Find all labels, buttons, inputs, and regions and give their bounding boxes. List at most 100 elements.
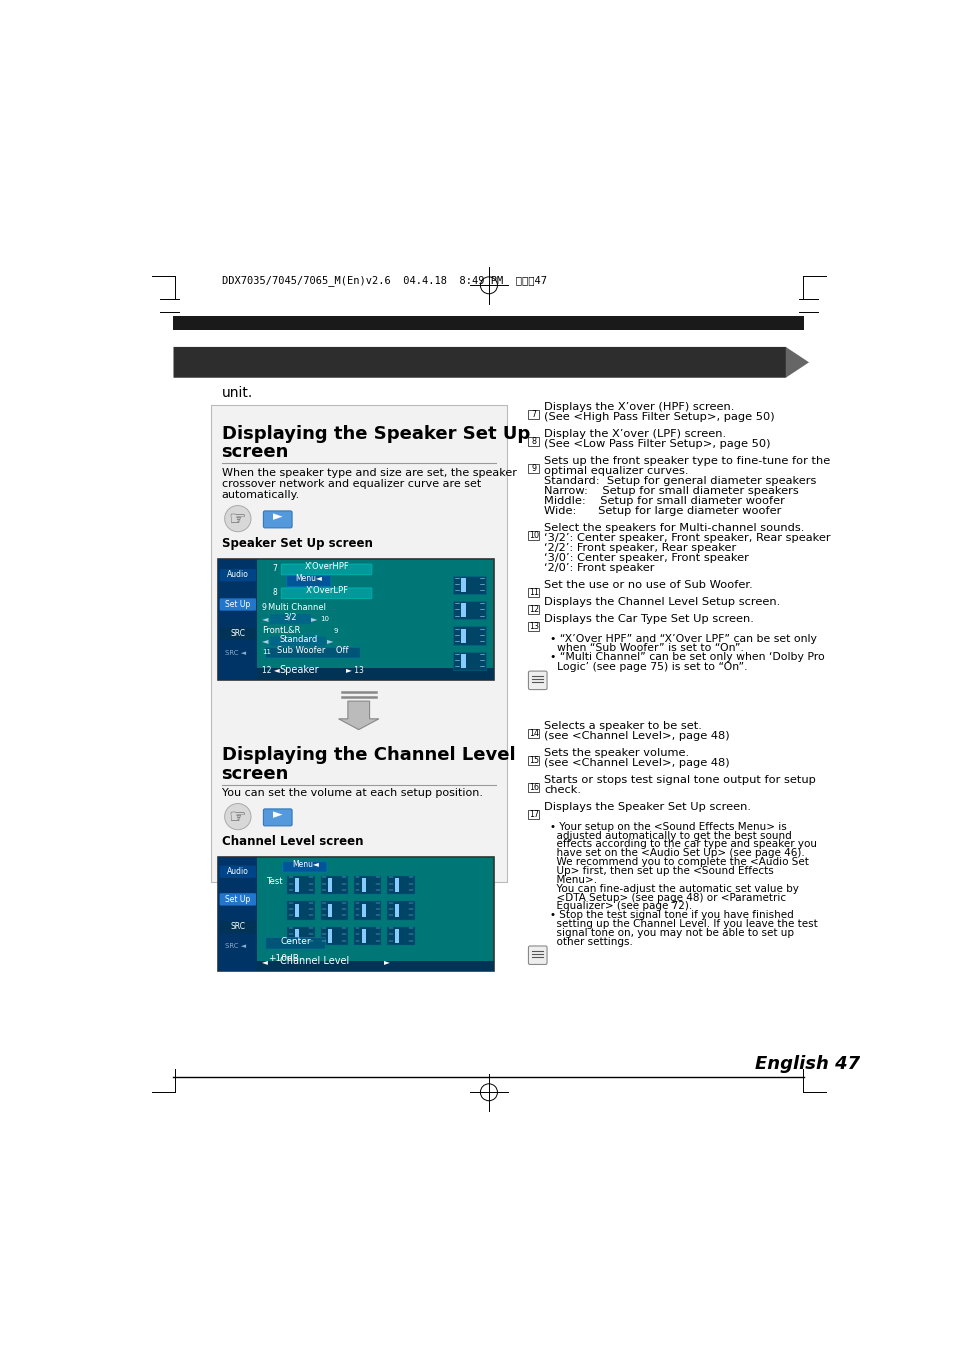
Text: ‘3/2’: Center speaker, Front speaker, Rear speaker: ‘3/2’: Center speaker, Front speaker, Re… <box>543 532 830 543</box>
Bar <box>257 667 493 681</box>
Text: Equalizer> (see page 72).: Equalizer> (see page 72). <box>550 901 692 912</box>
Bar <box>460 578 465 592</box>
Bar <box>460 604 465 617</box>
Text: ☞: ☞ <box>229 509 246 528</box>
Text: ‘3/0’: Center speaker, Front speaker: ‘3/0’: Center speaker, Front speaker <box>543 553 748 563</box>
Text: Displays the X’over (HPF) screen.: Displays the X’over (HPF) screen. <box>543 403 734 412</box>
Text: screen: screen <box>221 765 289 782</box>
Text: 10: 10 <box>528 531 538 540</box>
Circle shape <box>224 804 251 830</box>
Bar <box>218 559 493 681</box>
Text: ►: ► <box>327 636 334 646</box>
Text: unit.: unit. <box>222 386 253 400</box>
Text: ◄: ◄ <box>261 957 268 966</box>
Text: ►: ► <box>273 808 283 821</box>
Text: Sub Woofer    Off: Sub Woofer Off <box>277 646 349 655</box>
Bar <box>173 316 803 330</box>
Text: (see <Channel Level>, page 48): (see <Channel Level>, page 48) <box>543 758 729 767</box>
Bar <box>218 858 493 971</box>
Bar <box>354 927 381 946</box>
Text: (see <Channel Level>, page 48): (see <Channel Level>, page 48) <box>543 731 729 740</box>
Text: Wide:      Setup for large diameter woofer: Wide: Setup for large diameter woofer <box>543 507 781 516</box>
Text: Displays the Channel Level Setup screen.: Displays the Channel Level Setup screen. <box>543 597 780 607</box>
Bar <box>387 927 415 946</box>
Text: 7: 7 <box>531 411 536 419</box>
FancyBboxPatch shape <box>263 809 292 825</box>
Text: Multi Channel: Multi Channel <box>268 604 326 612</box>
Text: SRC: SRC <box>230 923 245 931</box>
Bar <box>387 875 415 894</box>
Bar <box>218 858 257 971</box>
Text: Set Up: Set Up <box>225 600 251 608</box>
Text: <DTA Setup> (see page 48) or <Parametric: <DTA Setup> (see page 48) or <Parametric <box>550 893 785 902</box>
Text: optimal equalizer curves.: optimal equalizer curves. <box>543 466 688 476</box>
FancyBboxPatch shape <box>281 588 372 598</box>
Text: Standard: Standard <box>279 635 317 644</box>
Bar <box>361 878 365 892</box>
Text: • “X’Over HPF” and “X’Over LPF” can be set only: • “X’Over HPF” and “X’Over LPF” can be s… <box>550 634 816 644</box>
Bar <box>395 929 398 943</box>
Bar <box>211 405 506 882</box>
FancyBboxPatch shape <box>219 628 255 640</box>
Text: You can set the volume at each setup position.: You can set the volume at each setup pos… <box>221 788 482 798</box>
Bar <box>320 927 348 946</box>
Text: ► 13: ► 13 <box>345 666 363 674</box>
Text: Display the X’over (LPF) screen.: Display the X’over (LPF) screen. <box>543 430 725 439</box>
FancyBboxPatch shape <box>266 938 325 948</box>
Text: ‘2/2’: Front speaker, Rear speaker: ‘2/2’: Front speaker, Rear speaker <box>543 543 736 553</box>
Text: ►: ► <box>273 511 283 523</box>
Text: Speaker: Speaker <box>279 665 318 674</box>
Text: 12 ◄: 12 ◄ <box>261 666 279 674</box>
Bar <box>361 904 365 917</box>
Text: Set the use or no use of Sub Woofer.: Set the use or no use of Sub Woofer. <box>543 580 752 590</box>
Text: You can fine-adjust the automatic set value by: You can fine-adjust the automatic set va… <box>550 884 799 894</box>
Text: When the speaker type and size are set, the speaker: When the speaker type and size are set, … <box>221 469 516 478</box>
Bar <box>453 576 485 594</box>
Bar <box>528 728 538 738</box>
Bar <box>528 621 538 631</box>
Text: 17: 17 <box>528 809 538 819</box>
Text: setting up the Channel Level. If you leave the test: setting up the Channel Level. If you lea… <box>550 919 817 929</box>
Text: (See <High Pass Filter Setup>, page 50): (See <High Pass Filter Setup>, page 50) <box>543 412 774 422</box>
Text: have set on the <Audio Set Up> (see page 46).: have set on the <Audio Set Up> (see page… <box>550 848 804 858</box>
Bar <box>528 436 538 446</box>
Bar <box>294 878 298 892</box>
Text: SRC: SRC <box>230 628 245 638</box>
Text: Center: Center <box>280 936 311 946</box>
Bar <box>528 605 538 615</box>
Bar <box>320 875 348 894</box>
Text: 11: 11 <box>261 648 271 655</box>
Bar <box>287 927 314 946</box>
Bar <box>528 809 538 819</box>
Text: • Stop the test signal tone if you have finished: • Stop the test signal tone if you have … <box>550 911 793 920</box>
Polygon shape <box>338 701 378 730</box>
Text: SRC ◄: SRC ◄ <box>224 943 246 950</box>
Text: FrontL&R: FrontL&R <box>261 627 300 635</box>
Bar <box>528 782 538 792</box>
Text: DDX7035/7045/7065_M(En)v2.6  04.4.18  8:49 PM  ページ47: DDX7035/7045/7065_M(En)v2.6 04.4.18 8:49… <box>222 276 547 286</box>
Text: Audio: Audio <box>227 570 249 580</box>
Bar <box>395 878 398 892</box>
Bar <box>294 904 298 917</box>
FancyBboxPatch shape <box>286 576 331 586</box>
Bar <box>387 901 415 920</box>
Text: (See <Low Pass Filter Setup>, page 50): (See <Low Pass Filter Setup>, page 50) <box>543 439 770 449</box>
Circle shape <box>224 505 251 532</box>
Bar <box>460 628 465 643</box>
Text: ☞: ☞ <box>229 808 246 827</box>
Text: • “Multi Channel” can be set only when ‘Dolby Pro: • “Multi Channel” can be set only when ‘… <box>550 653 824 662</box>
Polygon shape <box>173 347 798 378</box>
Bar <box>528 463 538 473</box>
Text: ►: ► <box>384 957 390 966</box>
Text: Displaying the Channel Level: Displaying the Channel Level <box>221 746 515 765</box>
Text: 3/2: 3/2 <box>283 612 297 621</box>
Text: 9: 9 <box>531 465 536 473</box>
Text: ◄: ◄ <box>261 615 268 623</box>
Text: ‘2/0’: Front speaker: ‘2/0’: Front speaker <box>543 563 654 573</box>
Bar <box>453 627 485 644</box>
Text: Channel Level: Channel Level <box>279 955 349 966</box>
Text: X'OverHPF: X'OverHPF <box>304 562 349 571</box>
Text: Narrow:    Setup for small diameter speakers: Narrow: Setup for small diameter speaker… <box>543 486 798 496</box>
Text: Speaker Set Up screen: Speaker Set Up screen <box>221 538 372 550</box>
Bar <box>361 929 365 943</box>
